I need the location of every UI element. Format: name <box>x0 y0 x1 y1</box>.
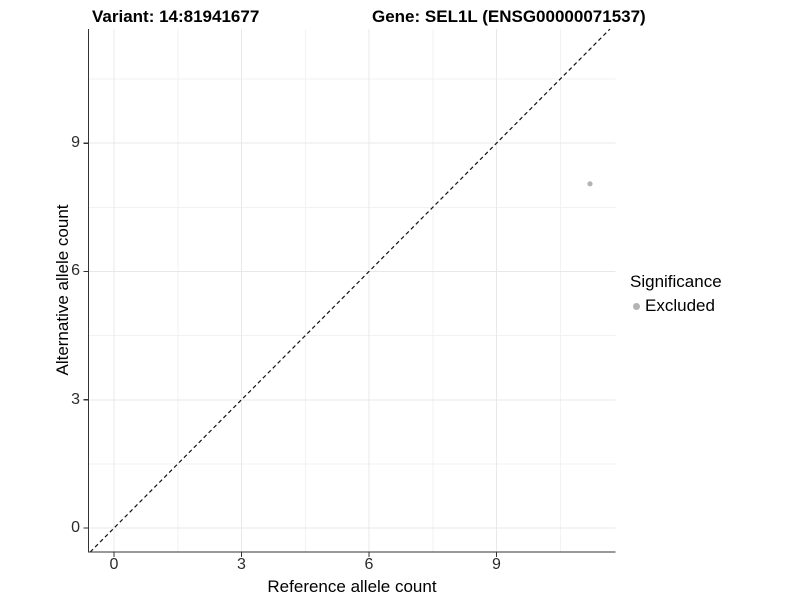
data-point <box>587 181 593 187</box>
y-tick-label-0: 0 <box>71 519 80 537</box>
y-tick-label-2: 6 <box>71 262 80 280</box>
identity-dashed-line <box>89 28 611 553</box>
legend-item-excluded: Excluded <box>630 296 722 316</box>
y-axis-title: Alternative allele count <box>53 204 72 376</box>
legend: Significance Excluded <box>630 272 722 316</box>
y-tick-label-3: 9 <box>71 134 80 152</box>
x-tick-label-3: 9 <box>492 556 501 573</box>
x-tick-label-1: 3 <box>237 556 246 573</box>
plot-title-gene: Gene: SEL1L (ENSG00000071537) <box>372 7 646 26</box>
x-tick-label-0: 0 <box>109 556 119 573</box>
plot-title-variant: Variant: 14:81941677 <box>92 7 260 26</box>
x-axis-title: Reference allele count <box>267 577 437 596</box>
x-tick-label-2: 6 <box>364 556 374 573</box>
legend-point-icon <box>633 302 640 310</box>
y-tick-label-1: 3 <box>71 390 80 408</box>
legend-item-label: Excluded <box>645 296 715 315</box>
legend-title: Significance <box>630 272 722 291</box>
